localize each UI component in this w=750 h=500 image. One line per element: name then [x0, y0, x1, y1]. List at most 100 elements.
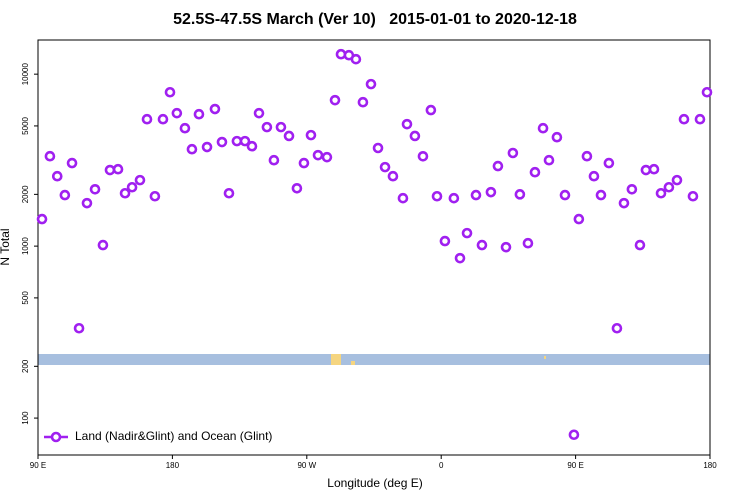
ocean-strip [38, 354, 710, 365]
data-point [157, 113, 169, 125]
data-point [588, 170, 600, 182]
x-tick-label: 0 [439, 461, 444, 470]
data-point [36, 213, 48, 225]
land-patch [331, 354, 341, 365]
data-point [97, 239, 109, 251]
data-point [476, 239, 488, 251]
data-point [401, 118, 413, 130]
legend-marker [50, 431, 62, 443]
plot-frame [37, 39, 711, 456]
data-point [387, 170, 399, 182]
data-point [514, 189, 526, 200]
data-point [694, 113, 706, 125]
data-point [81, 197, 93, 209]
data-point [379, 161, 391, 173]
data-point [312, 149, 324, 161]
data-point [701, 86, 713, 98]
data-point [186, 143, 198, 155]
data-point [663, 181, 675, 193]
data-point [461, 227, 473, 239]
y-tick-label: 500 [21, 291, 30, 305]
data-point [485, 186, 497, 198]
data-point [51, 170, 63, 182]
data-point [216, 136, 228, 148]
data-point [134, 174, 146, 186]
data-point [678, 113, 690, 125]
data-point [454, 252, 466, 264]
land-patch [544, 356, 546, 359]
data-point [431, 190, 443, 202]
data-point [500, 241, 512, 253]
x-tick-label: 90 E [30, 461, 46, 470]
data-point [171, 107, 183, 119]
x-tick-label: 90 E [567, 461, 583, 470]
data-point [261, 121, 273, 133]
y-tick-label: 100 [21, 411, 30, 425]
data-point [581, 150, 593, 162]
data-point [350, 53, 362, 65]
chart-title: 52.5S-47.5S March (Ver 10) 2015-01-01 to… [173, 11, 577, 28]
x-tick-label: 180 [703, 461, 717, 470]
data-point [397, 192, 409, 204]
data-point [275, 121, 287, 133]
data-point [73, 322, 85, 334]
data-point [655, 187, 667, 199]
x-tick-label: 90 W [297, 461, 316, 470]
data-point [648, 163, 660, 175]
y-tick-label: 10000 [21, 62, 30, 85]
data-point [618, 197, 630, 209]
data-point [112, 163, 124, 175]
data-point [626, 184, 638, 195]
data-point [409, 130, 421, 142]
data-point [537, 122, 549, 134]
data-point [640, 164, 652, 176]
data-point [365, 78, 377, 90]
data-point [551, 131, 563, 143]
data-point [529, 166, 541, 178]
data-point [44, 150, 56, 162]
data-point [149, 190, 161, 202]
data-point [164, 86, 176, 98]
data-point [268, 154, 280, 166]
data-point [470, 189, 482, 201]
data-point [246, 140, 258, 152]
data-point [559, 189, 571, 201]
y-tick-label: 1000 [21, 237, 30, 255]
data-point [209, 103, 221, 115]
data-point [119, 187, 131, 199]
data-point [611, 322, 623, 334]
data-point [141, 113, 153, 125]
data-point [417, 150, 429, 162]
data-point [89, 184, 101, 195]
data-point [522, 237, 534, 249]
data-point [372, 142, 384, 154]
data-point [507, 147, 519, 159]
x-axis-label: Longitude (deg E) [327, 476, 422, 490]
land-patch [351, 361, 355, 365]
y-axis-label: N Total [0, 228, 12, 265]
data-point [671, 174, 683, 186]
data-point [357, 96, 369, 108]
data-point [425, 104, 437, 116]
data-point [305, 129, 317, 141]
data-point [543, 154, 555, 166]
data-point [321, 151, 333, 163]
x-tick-label: 180 [166, 461, 180, 470]
data-point [573, 213, 585, 225]
data-point [59, 189, 71, 201]
legend-label: Land (Nadir&Glint) and Ocean (Glint) [75, 429, 272, 443]
data-point [239, 135, 251, 147]
data-point [439, 235, 451, 247]
data-point [253, 107, 265, 119]
data-point [448, 192, 460, 204]
data-point [595, 189, 607, 201]
data-point [329, 94, 341, 106]
data-point [634, 239, 646, 251]
land-mask-strip [38, 354, 710, 365]
data-point [568, 429, 580, 441]
data-point [66, 157, 78, 169]
data-point [104, 164, 116, 176]
y-tick-label: 2000 [21, 185, 30, 203]
y-tick-label: 200 [21, 359, 30, 373]
